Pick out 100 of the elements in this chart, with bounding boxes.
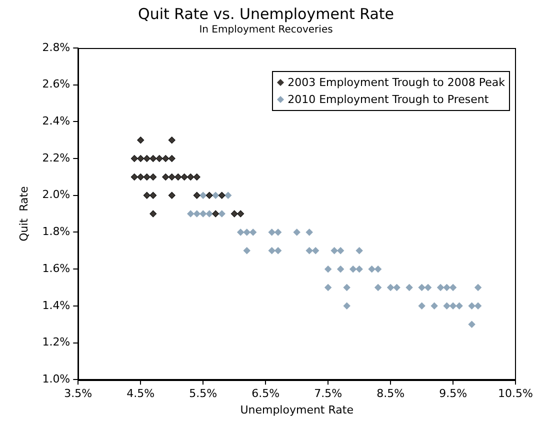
legend-label: 2003 Employment Trough to 2008 Peak [288, 76, 505, 89]
point [162, 155, 170, 162]
point [243, 247, 250, 254]
point [393, 284, 400, 291]
point [418, 284, 426, 291]
point [368, 266, 376, 273]
chart-title: Quit Rate vs. Unemployment Rate [138, 4, 394, 23]
point [312, 247, 320, 254]
y-tick-label: 1.4% [42, 298, 70, 312]
point [243, 228, 250, 236]
point [137, 173, 144, 180]
point [156, 155, 163, 162]
x-tick-label: 4.5% [126, 387, 155, 400]
point [180, 173, 188, 180]
point [168, 136, 176, 144]
point [406, 284, 413, 291]
point [350, 266, 357, 273]
point [212, 210, 220, 218]
y-tick-label: 2.6% [42, 78, 70, 91]
point [343, 302, 350, 310]
x-axis-title: Unemployment Rate [240, 403, 354, 416]
x-tick-label: 6.5% [252, 387, 280, 400]
point [456, 302, 463, 310]
point [200, 192, 207, 199]
point [474, 302, 482, 310]
x-tick-label: 5.5% [189, 387, 218, 400]
point [424, 284, 432, 291]
x-tick-label: 10.5% [498, 387, 534, 400]
point [274, 228, 282, 236]
point [218, 192, 226, 199]
point [337, 247, 344, 254]
point [174, 173, 182, 180]
point [374, 266, 382, 273]
point [274, 247, 282, 254]
y-tick-label: 2.0% [42, 188, 70, 202]
point [193, 192, 200, 199]
point [143, 192, 150, 199]
point [143, 155, 150, 162]
point [206, 210, 213, 218]
point [137, 155, 144, 162]
y-axis-title: Quit Rate [17, 186, 30, 242]
point [212, 192, 220, 199]
point [218, 210, 226, 218]
point [443, 284, 450, 291]
point [268, 228, 276, 236]
point [430, 302, 438, 310]
legend-label: 2010 Employment Trough to Present [288, 93, 489, 106]
point [306, 247, 313, 254]
point [130, 173, 138, 180]
point [356, 266, 363, 273]
point [293, 228, 300, 236]
point [200, 210, 207, 218]
x-tick-label: 7.5% [314, 387, 342, 400]
y-tick-label: 2.2% [42, 151, 70, 164]
point [168, 173, 176, 180]
x-tick-label: 3.5% [64, 387, 92, 400]
point [387, 284, 394, 291]
y-tick-label: 2.8% [42, 40, 70, 54]
point [150, 210, 157, 218]
point [137, 136, 144, 144]
point [224, 192, 232, 199]
point [230, 210, 238, 218]
x-tick-label: 8.5% [376, 387, 405, 400]
point [418, 302, 426, 310]
point [374, 284, 382, 291]
point [437, 284, 444, 291]
point [268, 247, 276, 254]
point [187, 210, 194, 218]
point [443, 302, 450, 310]
point [474, 284, 482, 291]
point [324, 284, 332, 291]
point [337, 266, 344, 273]
point [143, 173, 150, 180]
point [193, 173, 200, 180]
point [250, 228, 257, 236]
point [162, 173, 170, 180]
y-tick-label: 1.8% [42, 225, 70, 238]
point [130, 155, 138, 162]
point [468, 302, 476, 310]
point [237, 228, 244, 236]
point [237, 210, 244, 218]
y-tick-label: 1.2% [42, 336, 70, 349]
y-tick-label: 1.6% [42, 262, 70, 275]
y-tick-label: 1.0% [42, 372, 70, 386]
point [193, 210, 200, 218]
point [150, 192, 157, 199]
point [468, 320, 476, 328]
point [187, 173, 194, 180]
point [450, 302, 457, 310]
point [330, 247, 338, 254]
chart-subtitle: In Employment Recoveries [199, 24, 333, 36]
y-tick-label: 2.4% [42, 114, 70, 128]
point [306, 228, 313, 236]
point [168, 155, 176, 162]
point [168, 192, 176, 199]
point [206, 192, 213, 199]
point [343, 284, 350, 291]
x-tick-label: 9.5% [439, 387, 468, 400]
point [450, 284, 457, 291]
point [356, 247, 363, 254]
